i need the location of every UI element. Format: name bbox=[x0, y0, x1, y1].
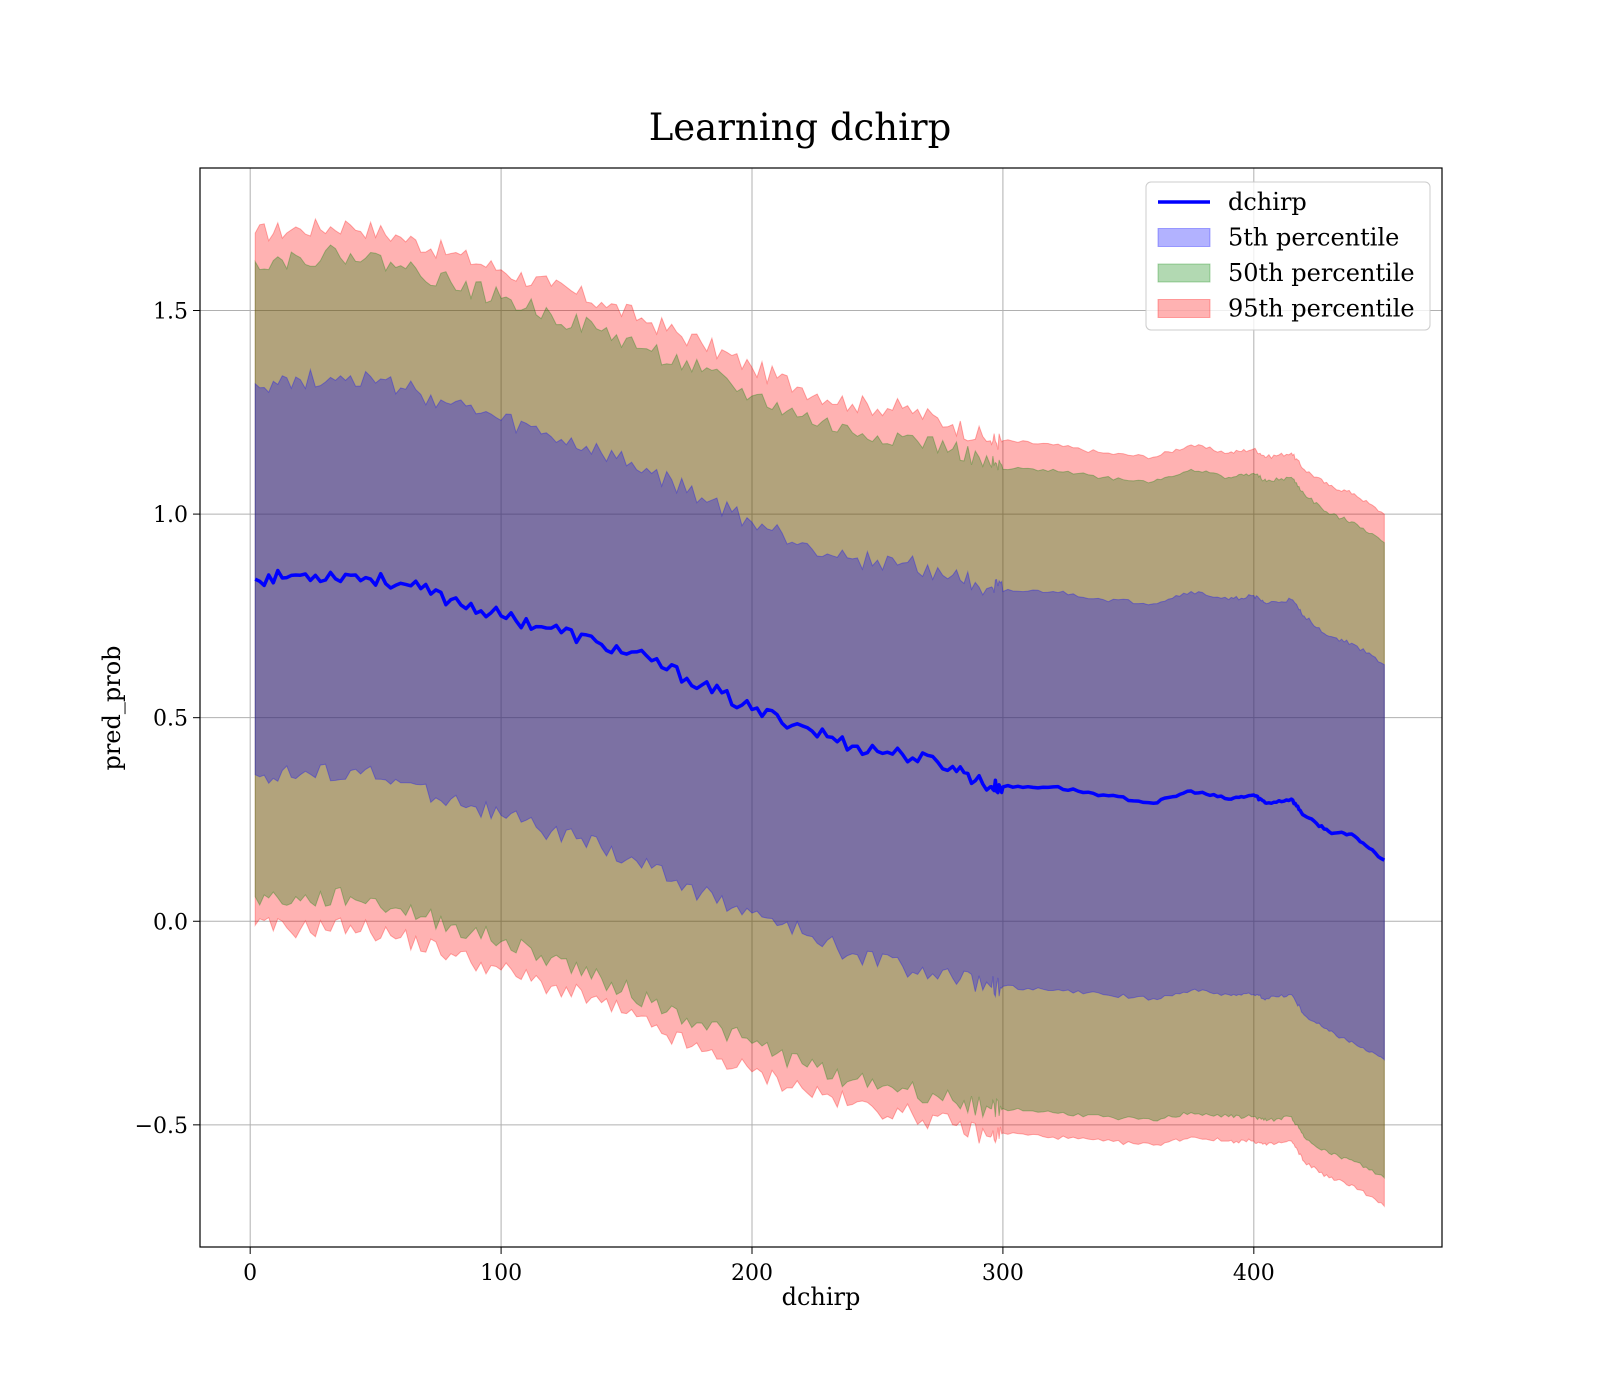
x-tick-label: 100 bbox=[480, 1261, 522, 1286]
data-lines bbox=[254, 568, 1386, 862]
x-tick-label: 400 bbox=[1233, 1261, 1275, 1286]
legend-label-95th-percentile: 95th percentile bbox=[1228, 295, 1415, 323]
band-50th-percentile bbox=[254, 244, 1385, 1179]
y-axis-ticks: −0.5 0.0 0.5 1.0 1.5 bbox=[135, 300, 200, 1139]
y-tick-label: 0.5 bbox=[153, 707, 188, 732]
y-axis-label: pred_prob bbox=[98, 645, 126, 770]
plot-frame bbox=[199, 167, 1443, 1248]
band-5th-percentile bbox=[254, 367, 1385, 1061]
legend-label-50th-percentile: 50th percentile bbox=[1228, 259, 1415, 287]
legend-swatch-50th-percentile bbox=[1157, 263, 1211, 283]
y-tick-label: 0.0 bbox=[153, 910, 188, 935]
x-tick-label: 200 bbox=[731, 1261, 773, 1286]
y-tick-label: 1.5 bbox=[153, 300, 188, 325]
legend-label-5th-percentile: 5th percentile bbox=[1228, 224, 1399, 252]
legend-swatch-5th-percentile bbox=[1157, 228, 1211, 247]
x-axis-ticks: 0 100 200 300 400 bbox=[243, 1247, 1275, 1286]
legend-swatch-95th-percentile bbox=[1157, 299, 1211, 318]
x-tick-label: 300 bbox=[982, 1261, 1024, 1286]
band-95th-percentile bbox=[254, 217, 1385, 1208]
percentile-bands bbox=[254, 217, 1385, 1208]
y-tick-label: −0.5 bbox=[135, 1114, 188, 1139]
line-dchirp bbox=[254, 568, 1386, 862]
x-tick-label: 0 bbox=[243, 1261, 257, 1286]
legend: dchirp 5th percentile 50th percentile 95th … bbox=[1145, 181, 1431, 331]
legend-label-dchirp: dchirp bbox=[1228, 188, 1307, 216]
x-axis-label: dchirp bbox=[782, 1283, 861, 1311]
y-tick-label: 1.0 bbox=[153, 503, 188, 528]
chart-title: Learning dchirp bbox=[649, 106, 952, 149]
legend-frame bbox=[1145, 181, 1431, 331]
